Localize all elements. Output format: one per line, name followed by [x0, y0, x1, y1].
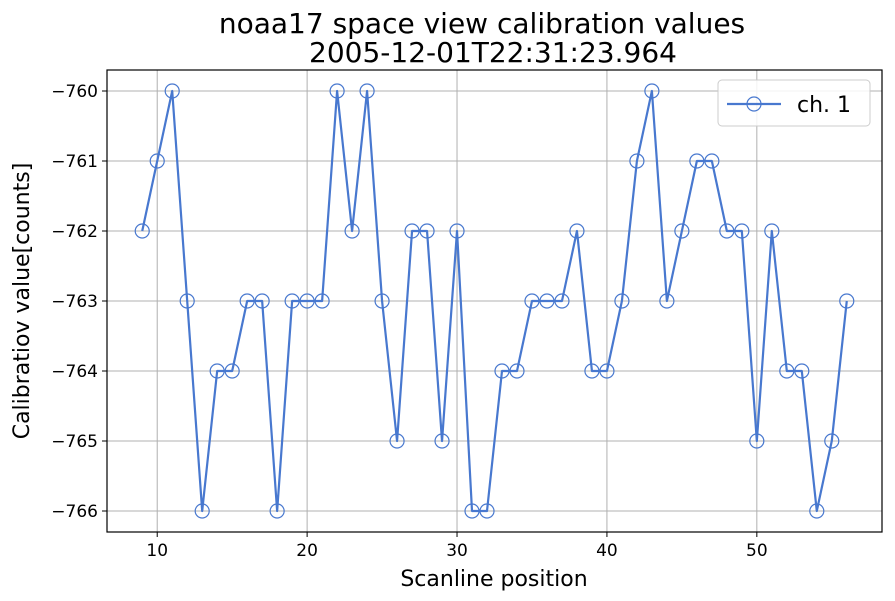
legend-marker-ch1 — [746, 96, 762, 112]
y-tick-label: −761 — [51, 152, 98, 172]
data-point — [839, 293, 855, 309]
data-point — [794, 363, 810, 379]
data-point — [254, 293, 270, 309]
data-point — [224, 363, 240, 379]
data-point — [464, 503, 480, 519]
data-point — [629, 153, 645, 169]
data-point — [824, 433, 840, 449]
y-tick-label: −764 — [51, 362, 98, 382]
y-tick-label: −762 — [51, 222, 98, 242]
y-axis-label: Calibratiov value[counts] — [10, 163, 35, 440]
data-point — [719, 223, 735, 239]
data-point — [209, 363, 225, 379]
data-point — [569, 223, 585, 239]
data-point — [344, 223, 360, 239]
data-point — [164, 83, 180, 99]
data-point — [419, 223, 435, 239]
data-point — [299, 293, 315, 309]
data-point — [614, 293, 630, 309]
data-point — [269, 503, 285, 519]
data-point — [749, 433, 765, 449]
chart-title: noaa17 space view calibration values — [219, 7, 745, 40]
data-point — [449, 223, 465, 239]
data-point — [674, 223, 690, 239]
data-point — [329, 83, 345, 99]
data-point — [734, 223, 750, 239]
x-tick-label: 10 — [146, 541, 168, 561]
x-tick-label: 30 — [446, 541, 468, 561]
data-point — [404, 223, 420, 239]
data-point — [524, 293, 540, 309]
data-point — [359, 83, 375, 99]
y-tick-label: −765 — [51, 432, 98, 452]
data-point — [134, 223, 150, 239]
data-point — [659, 293, 675, 309]
legend-box — [717, 79, 871, 127]
series-line-ch1 — [141, 89, 848, 513]
data-point — [584, 363, 600, 379]
data-point — [314, 293, 330, 309]
data-point — [434, 433, 450, 449]
data-point — [809, 503, 825, 519]
y-tick-label: −760 — [51, 82, 98, 102]
data-point — [764, 223, 780, 239]
x-axis-label: Scanline position — [400, 567, 587, 592]
chart-subtitle: 2005-12-01T22:31:23.964 — [309, 36, 677, 69]
x-tick-label: 40 — [596, 541, 618, 561]
data-point — [479, 503, 495, 519]
data-point — [704, 153, 720, 169]
data-point — [239, 293, 255, 309]
data-point — [509, 363, 525, 379]
data-point — [179, 293, 195, 309]
data-point — [644, 83, 660, 99]
series-layer — [134, 83, 855, 519]
data-point — [779, 363, 795, 379]
data-point — [539, 293, 555, 309]
data-point — [194, 503, 210, 519]
data-point — [689, 153, 705, 169]
legend: ch. 1 — [717, 79, 871, 127]
y-tick-label: −763 — [51, 292, 98, 312]
data-point — [149, 153, 165, 169]
y-tick-label: −766 — [51, 502, 98, 522]
data-point — [554, 293, 570, 309]
data-point — [284, 293, 300, 309]
x-tick-label: 20 — [296, 541, 318, 561]
data-point — [374, 293, 390, 309]
data-point — [389, 433, 405, 449]
x-tick-label: 50 — [746, 541, 768, 561]
data-point — [599, 363, 615, 379]
data-point — [494, 363, 510, 379]
ticks: 10 20 30 40 50 −760 −761 −762 −763 −764 −765 −766 — [51, 82, 767, 561]
legend-label-ch1: ch. 1 — [797, 93, 851, 118]
